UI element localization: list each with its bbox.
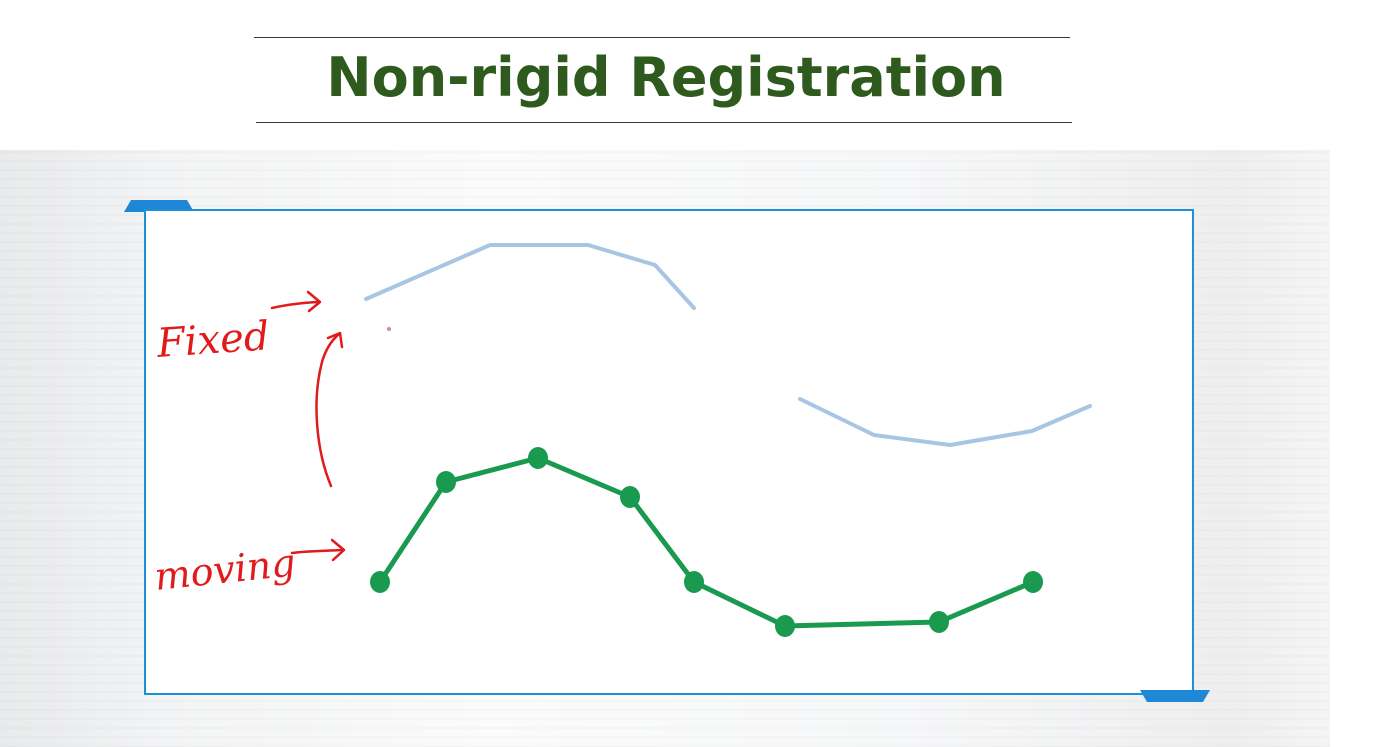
moving-curve bbox=[377, 455, 1036, 629]
moving-control-points bbox=[370, 447, 1043, 637]
fixed-curve-segment-1 bbox=[364, 243, 696, 310]
moving-point bbox=[528, 447, 548, 469]
moving-point bbox=[929, 611, 949, 633]
moving-point bbox=[620, 486, 640, 508]
title-bottom-rule bbox=[256, 122, 1072, 123]
moving-point bbox=[775, 615, 795, 637]
moving-point bbox=[1023, 571, 1043, 593]
title-top-rule bbox=[254, 37, 1070, 38]
stray-mark bbox=[387, 327, 391, 331]
moving-point bbox=[370, 571, 390, 593]
fixed-curve-segment-2 bbox=[798, 397, 1092, 447]
diagram-panel bbox=[144, 209, 1194, 695]
moving-to-fixed-arrow-icon bbox=[315, 331, 344, 488]
moving-point bbox=[684, 571, 704, 593]
moving-annotation-label: moving bbox=[152, 540, 297, 599]
moving-arrow-icon bbox=[290, 538, 346, 562]
moving-point bbox=[436, 471, 456, 493]
background-right-margin bbox=[1330, 0, 1400, 747]
fixed-annotation-label: Fixed bbox=[154, 313, 270, 367]
panel-corner-tab-bottom-right bbox=[1140, 690, 1210, 702]
fixed-arrow-icon bbox=[270, 290, 322, 313]
slide-title: Non-rigid Registration bbox=[326, 46, 1006, 109]
